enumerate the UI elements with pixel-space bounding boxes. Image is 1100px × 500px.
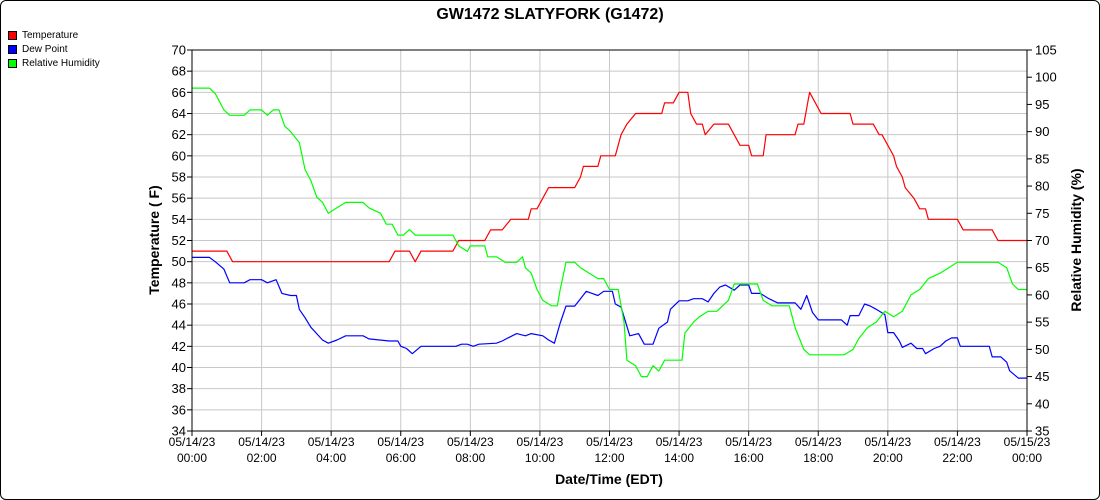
x-tick-label-date: 05/14/23 — [447, 435, 494, 449]
y-tick-label-left: 60 — [172, 148, 186, 163]
y-tick-label-left: 58 — [172, 170, 186, 185]
y-tick-label-left: 50 — [172, 254, 186, 269]
x-tick-label-date: 05/14/23 — [517, 435, 564, 449]
axes: 34 36 38 40 42 44 46 48 50 52 54 56 58 60 62 64 66 68 70 35… — [169, 43, 1057, 466]
chart-title: GW1472 SLATYFORK (G1472) — [436, 6, 663, 23]
grid — [191, 49, 1028, 432]
x-tick-label-time: 22:00 — [942, 451, 972, 465]
y-tick-label-left: 34 — [172, 424, 186, 439]
legend-swatch-relative-humidity — [8, 58, 17, 68]
y-tick-label-right: 105 — [1035, 43, 1057, 58]
y-tick-label-left: 40 — [172, 360, 186, 375]
legend-label-dew-point: Dew Point — [22, 43, 68, 55]
y-tick-label-right: 95 — [1035, 97, 1049, 112]
y-tick-label-left: 38 — [172, 381, 186, 396]
x-axis-label: Date/Time (EDT) — [555, 471, 663, 487]
y-tick-label-left: 62 — [172, 127, 186, 142]
y-tick-label-right: 35 — [1035, 424, 1049, 439]
legend-swatch-temperature — [8, 30, 17, 40]
y-tick-label-right: 60 — [1035, 287, 1049, 302]
y-tick-label-left: 44 — [172, 318, 186, 333]
x-tick-label-time: 18:00 — [803, 451, 833, 465]
x-tick-label-time: 08:00 — [455, 451, 485, 465]
y-tick-label-right: 70 — [1035, 233, 1049, 248]
y-axis-label-left: Temperature ( F) — [146, 185, 162, 294]
x-tick-label-time: 00:00 — [1012, 451, 1042, 465]
y-tick-label-left: 36 — [172, 402, 186, 417]
legend-label-relative-humidity: Relative Humidity — [22, 57, 100, 69]
y-tick-label-right: 40 — [1035, 396, 1049, 411]
x-tick-label-time: 12:00 — [594, 451, 624, 465]
legend: Temperature Dew Point Relative Humidity — [8, 28, 100, 70]
x-tick-label-time: 14:00 — [664, 451, 694, 465]
series-line-relative-humidity — [192, 87, 1027, 378]
series-line-dew-point — [192, 256, 1027, 379]
x-tick-label-date: 05/14/23 — [934, 435, 981, 449]
y-tick-label-right: 75 — [1035, 206, 1049, 221]
y-tick-label-right: 50 — [1035, 342, 1049, 357]
x-tick-label-date: 05/14/23 — [586, 435, 633, 449]
y-tick-label-right: 90 — [1035, 124, 1049, 139]
y-tick-label-left: 54 — [172, 212, 186, 227]
x-tick-label-time: 02:00 — [247, 451, 277, 465]
y-tick-label-left: 68 — [172, 64, 186, 79]
y-tick-label-right: 45 — [1035, 369, 1049, 384]
y-tick-label-left: 66 — [172, 85, 186, 100]
x-tick-label-time: 20:00 — [873, 451, 903, 465]
x-tick-label-date: 05/14/23 — [864, 435, 911, 449]
x-tick-label-time: 00:00 — [177, 451, 207, 465]
legend-item-relative-humidity: Relative Humidity — [8, 56, 100, 70]
y-axis-label-right: Relative Humidity (%) — [1068, 168, 1084, 311]
x-tick-label-date: 05/15/23 — [1004, 435, 1051, 449]
legend-label-temperature: Temperature — [22, 29, 79, 41]
x-tick-label-time: 16:00 — [734, 451, 764, 465]
y-tick-label-left: 42 — [172, 339, 186, 354]
x-tick-label-date: 05/14/23 — [238, 435, 285, 449]
y-tick-label-right: 55 — [1035, 315, 1049, 330]
legend-item-dew-point: Dew Point — [8, 42, 100, 56]
x-tick-label-time: 06:00 — [386, 451, 416, 465]
legend-swatch-dew-point — [8, 44, 17, 54]
y-tick-label-left: 64 — [172, 106, 186, 121]
y-tick-label-left: 56 — [172, 191, 186, 206]
y-tick-label-right: 100 — [1035, 70, 1057, 85]
y-tick-label-left: 48 — [172, 275, 186, 290]
x-tick-label-date: 05/14/23 — [377, 435, 424, 449]
y-tick-label-left: 52 — [172, 233, 186, 248]
y-tick-label-right: 65 — [1035, 260, 1049, 275]
legend-item-temperature: Temperature — [8, 28, 100, 42]
x-tick-label-date: 05/14/23 — [795, 435, 842, 449]
plot-border — [191, 49, 1028, 432]
x-tick-label-date: 05/14/23 — [725, 435, 772, 449]
series-lines — [192, 87, 1027, 379]
x-tick-label-time: 10:00 — [525, 451, 555, 465]
series-line-temperature — [192, 91, 1027, 263]
x-tick-label-date: 05/14/23 — [169, 435, 216, 449]
y-tick-label-left: 70 — [172, 43, 186, 58]
x-tick-label-time: 04:00 — [316, 451, 346, 465]
x-tick-label-date: 05/14/23 — [308, 435, 355, 449]
y-tick-label-left: 46 — [172, 297, 186, 312]
x-tick-label-date: 05/14/23 — [656, 435, 703, 449]
y-tick-label-right: 80 — [1035, 179, 1049, 194]
y-tick-label-right: 85 — [1035, 151, 1049, 166]
